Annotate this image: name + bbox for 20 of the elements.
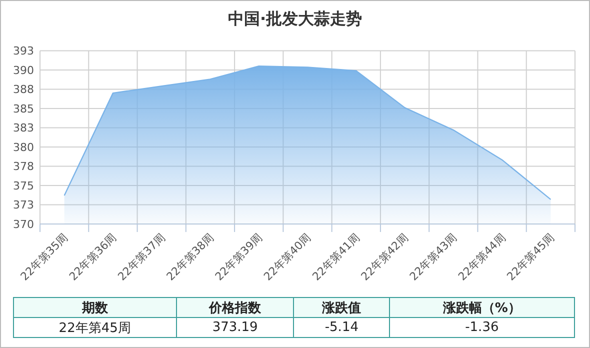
text: 涨跌幅（%） xyxy=(389,298,574,318)
y-tick-label: 370 xyxy=(13,218,34,231)
text: 价格指数 xyxy=(176,298,294,318)
y-tick-label: 373 xyxy=(13,198,34,212)
y-tick-label: 385 xyxy=(13,102,34,116)
y-tick-label: 388 xyxy=(13,83,34,96)
y-tick-label: 375 xyxy=(13,179,34,192)
text: -5.14 xyxy=(294,318,390,338)
text: -1.36 xyxy=(389,318,574,338)
y-tick-label: 383 xyxy=(13,122,34,135)
text: 22年第45周 xyxy=(14,318,176,338)
y-tick-label: 378 xyxy=(13,160,34,174)
text: 期数 xyxy=(14,298,176,318)
y-tick-label: 380 xyxy=(13,140,34,154)
y-tick-label: 390 xyxy=(13,64,34,77)
chart-title: 中国·批发大蒜走势 xyxy=(228,9,362,28)
y-tick-label: 393 xyxy=(13,44,34,58)
text: 涨跌值 xyxy=(294,298,390,318)
x-tick-label: 22年第35周 xyxy=(18,230,70,284)
text: 373.19 xyxy=(176,318,294,338)
